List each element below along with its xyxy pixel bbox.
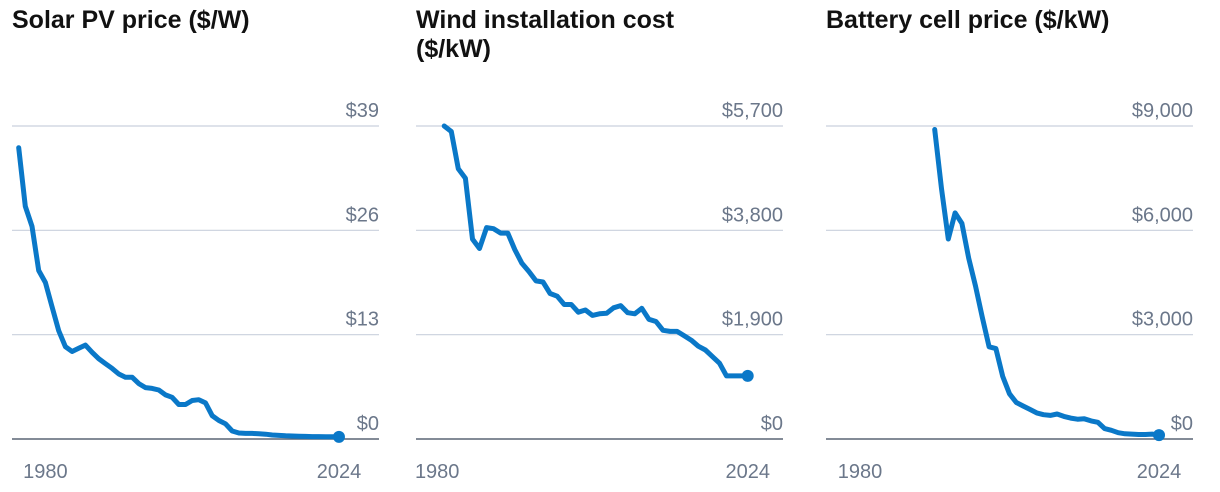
y-tick-label: $0 [1171,413,1193,435]
x-tick-label: 2024 [1137,461,1182,483]
y-tick-label: $3,800 [722,204,783,226]
wind-chart-panel: Wind installation cost ($/kW) $5,700 $3,8… [415,0,816,492]
x-tick-label: 1980 [23,461,68,483]
y-tick-label: $0 [761,413,783,435]
series-line [16,145,342,440]
series-line [932,127,1162,438]
y-tick-label: $3,000 [1132,309,1193,331]
y-tick-label: $26 [346,204,379,226]
series-end-point [741,369,754,382]
solar-chart-title: Solar PV price ($/W) [12,6,250,34]
y-tick-label: $6,000 [1132,204,1193,226]
battery-chart-title: Battery cell price ($/kW) [826,6,1110,34]
wind-chart-title: Wind installation cost ($/kW) [416,6,675,63]
y-tick-label: $0 [357,413,379,435]
y-tick-label: $9,000 [1132,100,1193,122]
solar-chart-panel: Solar PV price ($/W) $39 $26 $13 $0 1980 2024 [12,0,412,492]
y-tick-label: $39 [346,100,379,122]
battery-chart-panel: Battery cell price ($/kW) $9,000 $6,000 $3… [826,0,1220,492]
series-end-point [332,430,345,443]
x-tick-label: 1980 [838,461,883,483]
battery-chart: $9,000 $6,000 $3,000 $0 1980 2024 [826,100,1193,483]
y-tick-label: $1,900 [722,309,783,331]
y-tick-label: $5,700 [722,100,783,122]
solar-chart: $39 $26 $13 $0 1980 2024 [12,100,379,483]
x-tick-label: 1980 [415,461,460,483]
series-line [441,123,751,379]
x-tick-label: 2024 [725,461,770,483]
wind-chart: $5,700 $3,800 $1,900 $0 1980 2024 [415,100,783,483]
series-end-point [1153,429,1166,442]
x-tick-label: 2024 [317,461,362,483]
y-tick-label: $13 [346,309,379,331]
